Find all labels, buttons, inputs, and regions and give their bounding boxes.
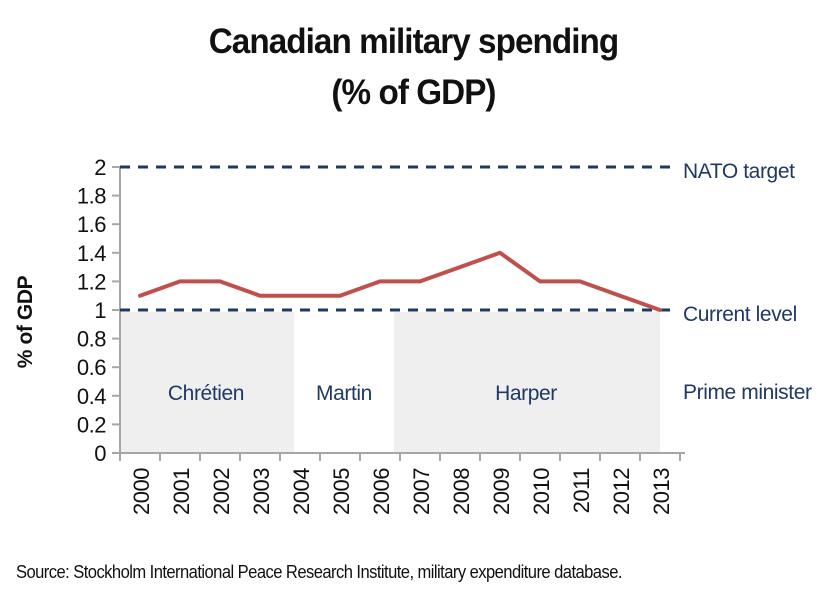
region-label-harper: Harper [495,382,557,405]
chart-title: Canadian military spending (% of GDP) [21,16,807,118]
x-tick-label: 2002 [209,468,234,515]
annotation-prime-minister: Prime minister [683,381,812,404]
chart-title-line1: Canadian military spending [208,22,619,61]
region-label-martin: Martin [316,382,372,405]
annotation-nato-target: NATO target [683,160,795,183]
spending-line-series [138,250,662,312]
x-tick-label: 2011 [569,468,594,514]
y-tick-label: 1.6 [77,212,106,237]
source-note: Source: Stockholm International Peace Re… [16,562,622,582]
x-tick-label: 2006 [369,468,394,515]
x-tick-label: 2008 [449,468,474,515]
x-tick-label: 2003 [249,468,274,515]
y-tick-label: 2 [94,155,106,180]
y-tick-label: 0.8 [77,327,106,352]
reference-lines [120,165,672,312]
pm-region-rect [394,312,660,452]
x-tick-label: 2012 [609,468,634,515]
y-tick-label: 0 [94,441,106,466]
y-tick-label: 1.4 [77,241,106,266]
pm-region-rect [120,312,294,452]
series-polyline [138,250,662,312]
y-tick-label: 0.2 [77,412,106,437]
x-tick-label: 2001 [169,468,194,515]
y-tick-label: 1.2 [77,269,106,294]
x-tick-label: 2009 [489,468,514,515]
y-axis-title: % of GDP [14,275,37,368]
y-tick-label: 1.8 [77,184,106,209]
x-tick-label: 2005 [329,468,354,515]
region-label-chretien: Chrétien [168,382,244,405]
chart-title-line2: (% of GDP) [331,73,496,112]
x-tick-label: 2013 [649,468,674,515]
tick-labels: 0 0.2 0.4 0.6 0.8 1 1.2 1.4 1.6 1.8 2 2000 2001 2002 2… [77,155,674,515]
x-tick-label: 2010 [529,468,554,515]
x-tick-label: 2000 [129,468,154,515]
y-tick-label: 1 [94,298,106,323]
pm-region-shading [120,312,660,452]
y-tick-label: 0.4 [77,384,106,409]
annotation-current-level: Current level [683,303,797,326]
y-tick-label: 0.6 [77,355,106,380]
x-tick-label: 2007 [409,468,434,515]
x-tick-label: 2004 [289,468,314,515]
